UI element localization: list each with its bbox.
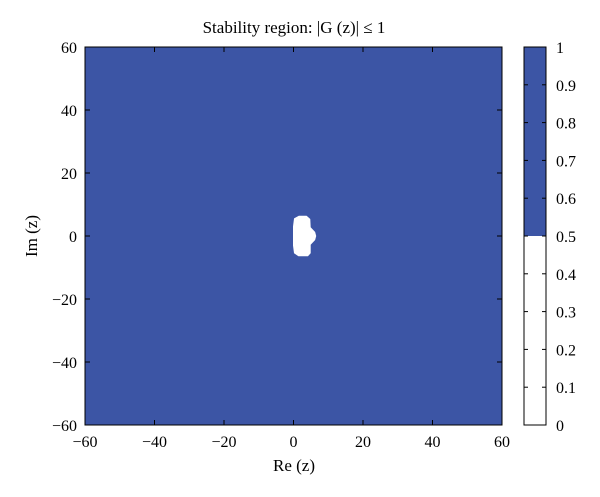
y-tick-label: −20 xyxy=(52,292,77,309)
colorbar-tick-label: 0.4 xyxy=(556,267,576,284)
x-tick-label: −40 xyxy=(142,434,167,451)
unstable-region xyxy=(293,215,317,257)
colorbar-tick-label: 1 xyxy=(556,40,564,57)
colorbar-tick-label: 0.9 xyxy=(556,78,576,95)
chart-title: Stability region: |G (z)| ≤ 1 xyxy=(203,18,386,37)
y-tick-label: 40 xyxy=(61,103,77,120)
y-tick-label: −60 xyxy=(52,418,77,435)
y-tick-label: 0 xyxy=(69,229,77,246)
colorbar-ticks: 0 0.1 0.2 0.3 0.4 0.5 0.6 0.7 0.8 0.9 1 xyxy=(524,40,576,435)
colorbar xyxy=(523,46,547,426)
colorbar-tick-label: 0.1 xyxy=(556,380,576,397)
colorbar-tick-label: 0.2 xyxy=(556,342,576,359)
y-axis-ticks: −60 −40 −20 0 20 40 60 xyxy=(52,40,502,435)
x-tick-label: 0 xyxy=(290,434,298,451)
y-axis-label: Im (z) xyxy=(22,215,41,257)
x-axis-label: Re (z) xyxy=(273,456,315,475)
plot-area xyxy=(84,46,503,426)
x-tick-label: 60 xyxy=(494,434,510,451)
y-tick-label: −40 xyxy=(52,355,77,372)
colorbar-unstable-segment xyxy=(524,236,546,425)
y-tick-label: 60 xyxy=(61,40,77,57)
y-tick-label: 20 xyxy=(61,166,77,183)
colorbar-tick-label: 0.5 xyxy=(556,229,576,246)
colorbar-tick-label: 0.8 xyxy=(556,116,576,133)
x-tick-label: −60 xyxy=(72,434,97,451)
x-tick-label: 40 xyxy=(425,434,441,451)
colorbar-tick-label: 0.7 xyxy=(556,153,576,170)
colorbar-tick-label: 0 xyxy=(556,418,564,435)
colorbar-tick-label: 0.3 xyxy=(556,305,576,322)
colorbar-stable-segment xyxy=(524,47,546,236)
x-tick-label: 20 xyxy=(355,434,371,451)
colorbar-tick-label: 0.6 xyxy=(556,191,576,208)
x-tick-label: −20 xyxy=(211,434,236,451)
x-axis-ticks: −60 −40 −20 0 20 40 60 xyxy=(72,47,510,451)
